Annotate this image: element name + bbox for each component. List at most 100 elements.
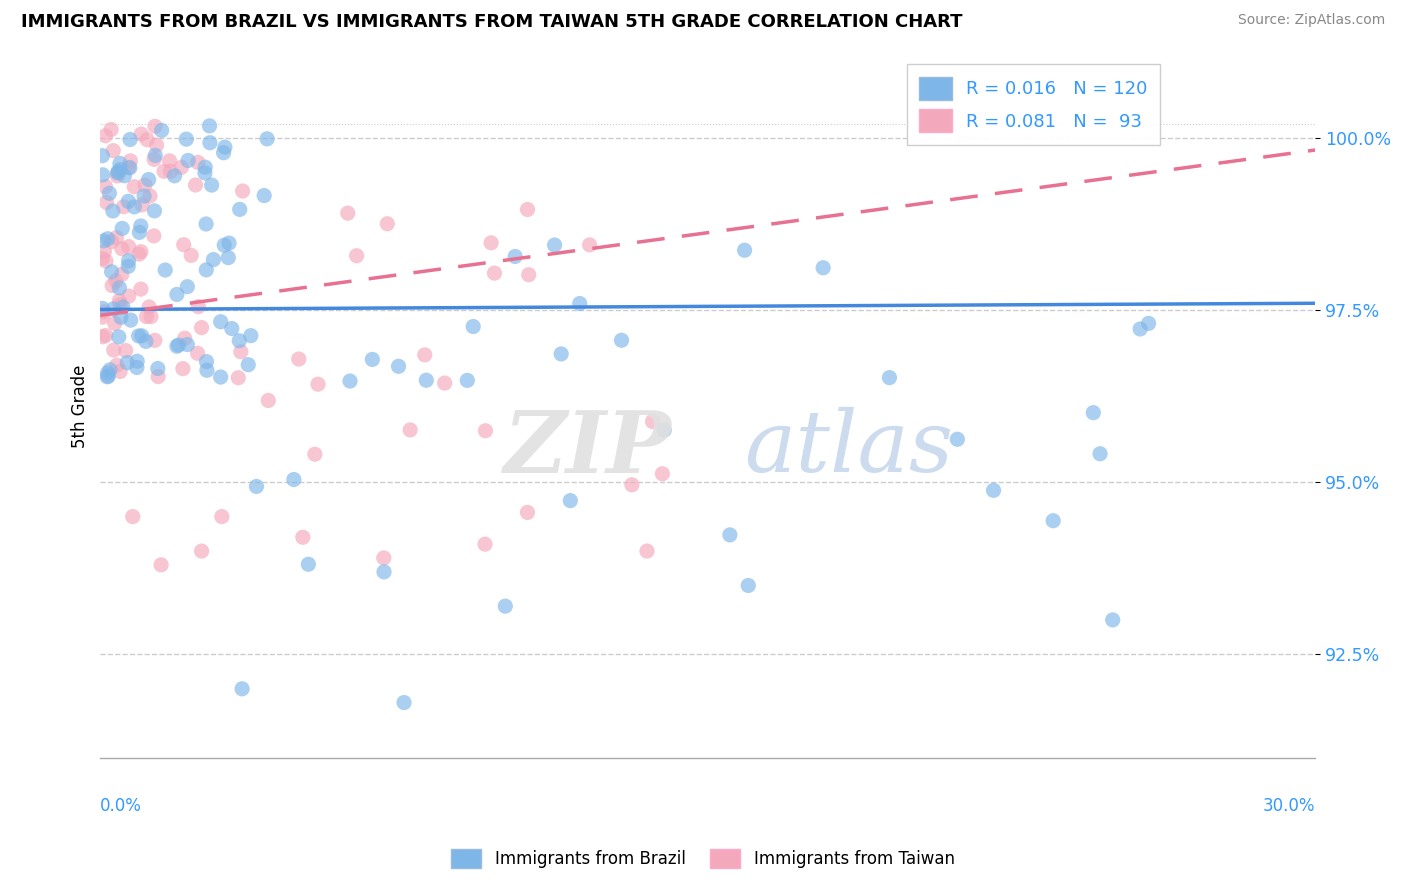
Point [159, 153, 181, 168]
Point [170, 161, 193, 175]
Point [198, 119, 221, 133]
Point [209, 370, 232, 384]
Point [100, 122, 122, 136]
Point [142, 228, 165, 243]
Point [103, 144, 125, 158]
Point [187, 155, 209, 169]
Point [108, 281, 131, 295]
Point [96, 195, 118, 210]
Point [245, 479, 267, 493]
Point [105, 358, 128, 372]
Point [104, 317, 127, 331]
Point [138, 300, 160, 314]
Point [118, 161, 141, 175]
Point [983, 483, 1005, 498]
Point [297, 558, 319, 572]
Point [304, 447, 326, 461]
Point [641, 415, 664, 429]
Point [143, 120, 166, 134]
Point [517, 268, 540, 282]
Point [734, 244, 756, 258]
Point [211, 509, 233, 524]
Point [474, 424, 496, 438]
Point [121, 509, 143, 524]
Point [287, 352, 309, 367]
Point [129, 127, 152, 141]
Point [474, 537, 496, 551]
Point [336, 206, 359, 220]
Point [93, 244, 115, 259]
Point [91, 252, 114, 266]
Legend: R = 0.016   N = 120, R = 0.081   N =  93: R = 0.016 N = 120, R = 0.081 N = 93 [907, 64, 1160, 145]
Point [291, 530, 314, 544]
Point [568, 296, 591, 310]
Point [479, 235, 502, 250]
Point [129, 244, 152, 259]
Text: atlas: atlas [744, 408, 953, 490]
Point [98, 363, 121, 377]
Point [226, 370, 249, 384]
Point [131, 198, 153, 212]
Point [550, 347, 572, 361]
Point [202, 252, 225, 267]
Point [879, 370, 901, 384]
Point [1137, 317, 1160, 331]
Point [143, 153, 166, 167]
Point [1088, 447, 1111, 461]
Point [239, 328, 262, 343]
Point [494, 599, 516, 614]
Point [136, 133, 159, 147]
Point [456, 373, 478, 387]
Point [111, 221, 134, 235]
Point [257, 393, 280, 408]
Point [117, 194, 139, 209]
Point [103, 343, 125, 357]
Point [94, 128, 117, 143]
Point [180, 248, 202, 262]
Point [636, 544, 658, 558]
Point [163, 169, 186, 183]
Point [143, 203, 166, 218]
Point [122, 179, 145, 194]
Point [214, 140, 236, 154]
Text: ZIP: ZIP [503, 407, 671, 491]
Point [228, 202, 250, 217]
Point [108, 364, 131, 378]
Point [195, 263, 218, 277]
Point [105, 230, 128, 244]
Point [387, 359, 409, 374]
Point [516, 202, 538, 217]
Point [139, 310, 162, 324]
Point [413, 348, 436, 362]
Point [111, 300, 134, 314]
Point [101, 204, 124, 219]
Point [620, 477, 643, 491]
Point [146, 369, 169, 384]
Point [111, 242, 134, 256]
Point [128, 247, 150, 261]
Point [187, 346, 209, 360]
Point [484, 266, 506, 280]
Point [190, 320, 212, 334]
Point [107, 166, 129, 180]
Legend: Immigrants from Brazil, Immigrants from Taiwan: Immigrants from Brazil, Immigrants from … [444, 842, 962, 875]
Point [212, 145, 235, 160]
Text: 0.0%: 0.0% [100, 797, 142, 814]
Point [93, 234, 115, 248]
Point [104, 274, 127, 288]
Point [718, 528, 741, 542]
Point [150, 123, 173, 137]
Point [124, 200, 146, 214]
Point [120, 153, 142, 168]
Point [392, 696, 415, 710]
Point [117, 253, 139, 268]
Point [91, 301, 114, 316]
Point [118, 161, 141, 175]
Point [112, 169, 135, 183]
Point [610, 333, 633, 347]
Point [307, 377, 329, 392]
Point [166, 287, 188, 301]
Point [108, 298, 131, 312]
Point [145, 138, 167, 153]
Point [120, 313, 142, 327]
